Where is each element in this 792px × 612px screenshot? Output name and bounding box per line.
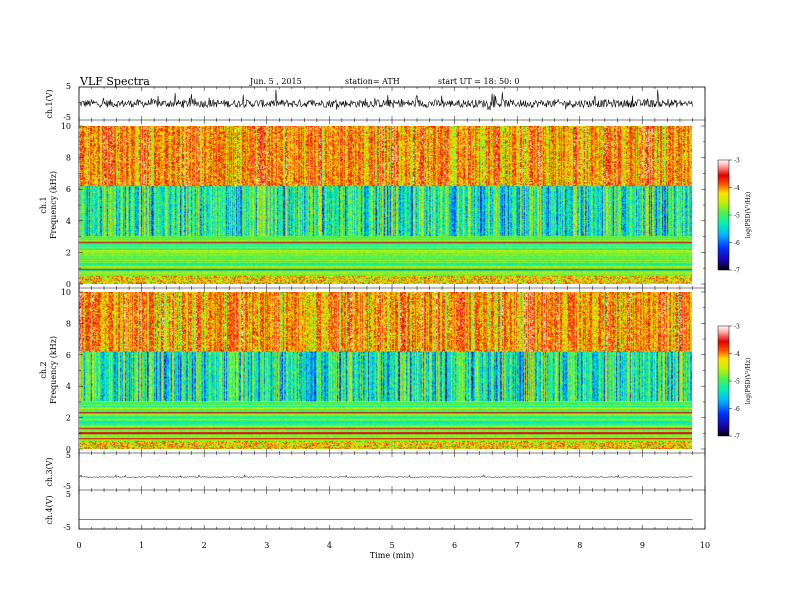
ch4-ytick-label: -5 [63, 523, 71, 532]
x-tick-label: 10 [700, 541, 710, 550]
spectrogram-ytick-label: 2 [66, 248, 71, 257]
ch1-colorbar: -3 -4 -5 -6 -7 log(PSD(V²/Hz) [717, 158, 752, 275]
x-tick-label: 4 [327, 541, 332, 550]
spectrogram-ytick-label: 0 [66, 280, 71, 289]
colorbar-tick-label: -3 [734, 158, 740, 165]
ch1-waveform-ylabel: ch.1(V) [45, 89, 54, 118]
ch3-waveform-trace [78, 473, 693, 479]
spectrogram-ytick-label: 6 [66, 351, 71, 360]
ch1-spectrogram-image [79, 126, 692, 284]
ch1-colorbar-label: log(PSD(V²/Hz) [745, 192, 752, 239]
ch1-spectrogram-ylabel-channel: ch.1 [39, 196, 48, 213]
colorbar-tick-label: -4 [734, 351, 740, 358]
ch2-colorbar-ticks: -3 -4 -5 -6 -7 [729, 324, 740, 441]
ch3-ytick-label: -5 [63, 482, 71, 491]
header-station: station= ATH [345, 77, 400, 86]
spectrogram-ytick-label: 2 [66, 414, 71, 423]
colorbar-tick-label: -7 [734, 434, 740, 441]
spectrogram-ytick-label: 0 [66, 445, 71, 454]
ch1-ytick-labels: 0 2 4 6 8 10 [61, 122, 71, 289]
ch1-spectrogram-ylabel: Frequency (kHz) [49, 171, 58, 239]
ch3-ytick-label: 5 [66, 451, 71, 460]
spectrogram-ytick-label: 4 [66, 217, 71, 226]
x-tick-label: 8 [577, 541, 582, 550]
spectrogram-ytick-label: 10 [61, 288, 71, 297]
colorbar-tick-label: -3 [734, 324, 740, 331]
ch4-ytick-label: 5 [66, 490, 71, 499]
spectrogram-ytick-label: 8 [66, 319, 71, 328]
ch1-ytick-label: -5 [63, 113, 71, 122]
ch4-waveform-ylabel: ch.4(V) [45, 495, 54, 524]
ch2-spectrogram-plot [79, 292, 692, 449]
ch2-ytick-labels: 0 2 4 6 8 10 [61, 288, 71, 454]
ch1-waveform-trace [78, 89, 693, 111]
colorbar-tick-label: -6 [734, 406, 740, 413]
spectrogram-ytick-label: 4 [66, 382, 71, 391]
ch1-colorbar-gradient [717, 159, 730, 271]
figure-title: VLF Spectra [79, 75, 150, 88]
x-tick-label: 0 [76, 541, 81, 550]
ch1-spectrogram-plot [79, 126, 692, 284]
ch2-colorbar-gradient [717, 325, 730, 437]
ch3-waveform-ylabel: ch.3(V) [45, 457, 54, 486]
ch2-spectrogram-image [79, 292, 692, 449]
colorbar-tick-label: -6 [734, 240, 740, 247]
colorbar-tick-label: -5 [734, 379, 740, 386]
x-tick-labels: 0 1 2 3 4 5 6 7 8 9 10 [76, 541, 710, 550]
spectrogram-ytick-label: 10 [61, 122, 71, 131]
x-tick-label: 6 [452, 541, 457, 550]
colorbar-tick-label: -5 [734, 213, 740, 220]
x-tick-label: 9 [640, 541, 645, 550]
x-tick-label: 2 [202, 541, 207, 550]
colorbar-tick-label: -7 [734, 268, 740, 275]
ch2-colorbar: -3 -4 -5 -6 -7 log(PSD(V²/Hz) [717, 324, 752, 441]
ch2-colorbar-label: log(PSD(V²/Hz) [745, 358, 752, 405]
x-tick-label: 7 [515, 541, 520, 550]
colorbar-tick-label: -4 [734, 185, 740, 192]
x-tick-label: 1 [139, 541, 144, 550]
ch1-ytick-label: 5 [66, 82, 71, 91]
spectrogram-ytick-label: 8 [66, 154, 71, 163]
x-tick-label: 3 [264, 541, 269, 550]
axis-ticks [78, 87, 706, 529]
ch1-colorbar-ticks: -3 -4 -5 -6 -7 [729, 158, 740, 275]
header-date: Jun. 5 , 2015 [249, 77, 302, 86]
x-axis-label: Time (min) [370, 551, 414, 560]
ch2-spectrogram-ylabel: Frequency (kHz) [49, 336, 58, 404]
ch2-spectrogram-ylabel-channel: ch.2 [39, 361, 48, 378]
header-start-time: start UT = 18: 50: 0 [438, 77, 519, 86]
spectrogram-ytick-label: 6 [66, 185, 71, 194]
x-tick-label: 5 [389, 541, 394, 550]
